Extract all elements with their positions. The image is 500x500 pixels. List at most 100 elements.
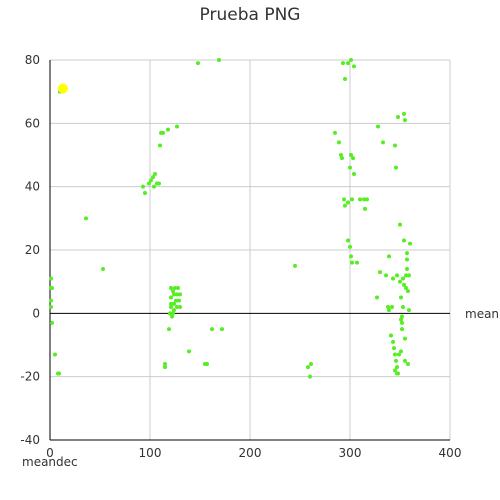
data-point: [196, 61, 200, 66]
tick-labels: 0 100 200 300 400 -40 -20 0 20 40 60 80: [20, 53, 461, 460]
y-tick-label: 20: [25, 243, 40, 257]
y-tick-label: 0: [32, 306, 40, 320]
highlight-point: [60, 89, 66, 94]
data-point: [169, 295, 173, 300]
data-point: [387, 308, 391, 313]
data-point: [175, 305, 179, 309]
data-point: [149, 178, 153, 183]
data-point: [352, 172, 356, 176]
data-point: [157, 181, 161, 186]
data-points: [49, 58, 412, 379]
data-point: [381, 140, 385, 145]
data-point: [396, 115, 400, 119]
data-point: [167, 327, 171, 332]
data-point: [346, 238, 350, 243]
y-tick-label: -40: [20, 433, 40, 447]
x-tick-label: 300: [339, 446, 362, 460]
x-tick-label: 400: [439, 446, 462, 460]
data-point: [398, 279, 402, 284]
data-point: [400, 314, 404, 319]
data-point: [84, 216, 88, 221]
data-point: [340, 156, 344, 161]
data-point: [393, 143, 397, 148]
data-point: [402, 282, 406, 287]
y-axis-label: meandec: [22, 455, 78, 469]
data-point: [401, 305, 405, 309]
data-point: [173, 286, 177, 290]
data-point: [147, 181, 151, 186]
data-point: [50, 286, 54, 290]
data-point: [293, 263, 297, 268]
data-point: [397, 352, 401, 357]
data-point: [386, 305, 390, 309]
data-point: [166, 127, 170, 132]
data-point: [395, 273, 399, 278]
data-point: [348, 244, 352, 249]
data-point: [169, 305, 173, 309]
axes: [49, 60, 450, 441]
data-point: [402, 111, 406, 116]
data-point: [176, 286, 180, 290]
data-point: [50, 320, 54, 325]
data-point: [349, 58, 353, 62]
x-tick-label: 100: [139, 446, 162, 460]
data-point: [394, 358, 398, 363]
highlight-point: [60, 83, 66, 88]
data-point: [346, 61, 350, 66]
data-point: [404, 273, 408, 278]
data-point: [406, 289, 410, 294]
data-point: [349, 254, 353, 259]
data-point: [403, 358, 407, 363]
data-point: [395, 365, 399, 370]
data-point: [391, 339, 395, 344]
data-point: [309, 362, 313, 366]
data-point: [172, 292, 176, 297]
data-point: [407, 273, 411, 278]
data-point: [352, 64, 356, 69]
data-point: [405, 251, 409, 256]
data-point: [384, 273, 388, 278]
data-point: [393, 352, 397, 357]
data-point: [101, 267, 105, 271]
data-point: [404, 286, 408, 290]
x-tick-label: 0: [46, 446, 54, 460]
data-point: [351, 156, 355, 161]
data-point: [170, 314, 174, 319]
data-point: [153, 172, 157, 176]
data-point: [358, 197, 362, 202]
data-point: [378, 270, 382, 275]
data-point: [141, 184, 145, 189]
data-point: [401, 276, 405, 281]
data-point: [362, 197, 366, 202]
chart-title: Prueba PNG: [200, 5, 301, 25]
data-point: [152, 184, 156, 189]
data-point: [408, 241, 412, 246]
data-point: [337, 140, 341, 145]
data-point: [348, 165, 352, 170]
data-point: [333, 130, 337, 135]
data-point: [308, 374, 312, 379]
data-point: [306, 365, 310, 370]
data-point: [175, 124, 179, 129]
data-point: [210, 327, 214, 332]
data-point: [172, 301, 176, 306]
data-point: [355, 260, 359, 265]
data-point: [390, 305, 394, 309]
data-point: [169, 301, 173, 306]
data-point: [400, 320, 404, 325]
data-point: [205, 362, 209, 366]
data-point: [350, 197, 354, 202]
data-point: [403, 336, 407, 341]
data-point: [391, 276, 395, 281]
data-point: [172, 308, 176, 313]
data-point: [343, 77, 347, 81]
y-tick-label: 40: [25, 180, 40, 194]
data-point: [143, 191, 147, 195]
data-point: [405, 267, 409, 271]
data-point: [175, 292, 179, 297]
x-tick-label: 200: [239, 446, 262, 460]
highlight-marker: [57, 83, 69, 94]
data-point: [163, 365, 167, 370]
data-point: [177, 298, 181, 303]
data-point: [178, 305, 182, 309]
